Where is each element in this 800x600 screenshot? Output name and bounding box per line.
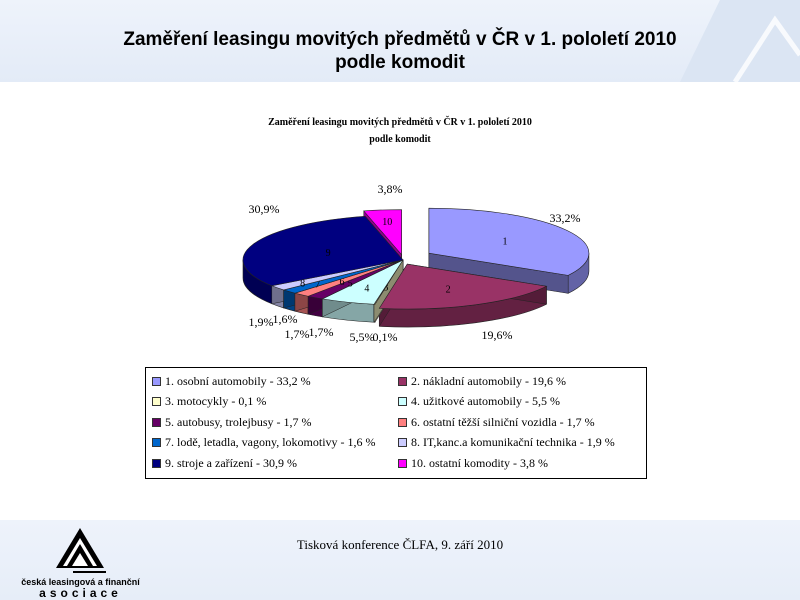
legend-label-3: 3. motocykly - 0,1 % [165, 394, 267, 408]
legend-item-6: 6. ostatní těžší silniční vozidla - 1,7 … [398, 413, 595, 431]
pie-value-label-9: 30,9% [249, 202, 280, 216]
slide-title-line2: podle komodit [335, 52, 465, 73]
pie-slice-number-3: 3 [383, 283, 388, 294]
pie-slice-1 [428, 207, 590, 276]
pie-slice-number-5: 5 [348, 279, 353, 290]
pie-value-label-5: 1,7% [309, 325, 334, 339]
legend-label-6: 6. ostatní těžší silniční vozidla - 1,7 … [411, 414, 595, 429]
pie-value-labels: 33,2%19,6%0,1%5,5%1,7%1,7%1,6%1,9%30,9%3… [249, 182, 581, 344]
pie-value-label-8: 1,9% [249, 315, 274, 329]
legend-label-1: 1. osobní automobily - 33,2 % [165, 373, 311, 388]
legend-swatch-8 [398, 438, 407, 447]
pie-slice-number-10: 10 [382, 217, 392, 228]
pie-value-label-6: 1,7% [285, 327, 310, 341]
chart-title-line1: Zaměření leasingu movitých předmětů v ČR… [268, 117, 532, 128]
pie-value-label-10: 3,8% [378, 182, 403, 196]
pie-value-label-2: 19,6% [482, 328, 513, 342]
pie-value-label-3: 0,1% [373, 330, 398, 344]
legend-item-1: 1. osobní automobily - 33,2 % [152, 372, 311, 390]
pie-slice-2 [378, 263, 548, 310]
pie-slice-number-4: 4 [364, 283, 369, 294]
pie-slice-number-7: 7 [315, 280, 320, 291]
slide-title: Zaměření leasingu movitých předmětů v ČR… [0, 28, 800, 74]
logo-text-line2: asociace [39, 586, 122, 600]
legend-swatch-3 [152, 397, 161, 406]
legend-item-4: 4. užitkové automobily - 5,5 % [398, 393, 560, 411]
footer-band [0, 520, 800, 600]
legend-swatch-7 [152, 438, 161, 447]
legend-item-9: 9. stroje a zařízení - 30,9 % [152, 454, 297, 472]
chart-title: Zaměření leasingu movitých předmětů v ČR… [0, 114, 800, 148]
legend-swatch-10 [398, 458, 407, 468]
legend-swatch-5 [152, 417, 161, 427]
legend-label-4: 4. užitkové automobily - 5,5 % [411, 394, 560, 408]
legend-swatch-4 [398, 397, 407, 406]
legend-label-5: 5. autobusy, trolejbusy - 1,7 % [165, 414, 312, 429]
chart-subtitle: podle komodit [369, 134, 431, 145]
chart-legend: 1. osobní automobily - 33,2 % 2. nákladní… [145, 367, 647, 479]
legend-swatch-6 [398, 417, 407, 427]
pie-slice-9 [242, 215, 404, 287]
legend-swatch-9 [152, 458, 161, 468]
pie-value-label-7: 1,6% [273, 312, 298, 326]
legend-label-9: 9. stroje a zařízení - 30,9 % [165, 455, 297, 470]
pie-slice-number-1: 1 [502, 237, 507, 248]
pie-value-label-1: 33,2% [550, 211, 581, 225]
header-band [0, 0, 800, 82]
pie-slice-number-6: 6 [340, 277, 345, 288]
legend-swatch-2 [398, 376, 407, 386]
legend-item-3: 3. motocykly - 0,1 % [152, 393, 266, 411]
legend-item-5: 5. autobusy, trolejbusy - 1,7 % [152, 413, 312, 431]
legend-label-2: 2. nákladní automobily - 19,6 % [411, 373, 566, 388]
pie-slice-10 [363, 209, 402, 256]
legend-item-2: 2. nákladní automobily - 19,6 % [398, 372, 566, 390]
asociace-logo-icon [56, 528, 106, 573]
slide-title-line1: Zaměření leasingu movitých předmětů v ČR… [123, 29, 677, 50]
pie-slice-number-2: 2 [446, 285, 451, 296]
legend-swatch-1 [152, 376, 161, 386]
pie-value-label-4: 5,5% [350, 330, 375, 344]
legend-label-8: 8. IT,kanc.a komunikační technika - 1,9 … [411, 435, 615, 449]
legend-item-8: 8. IT,kanc.a komunikační technika - 1,9 … [398, 434, 615, 452]
legend-item-10: 10. ostatní komodity - 3,8 % [398, 454, 548, 472]
legend-item-7: 7. lodě, letadla, vagony, lokomotivy - 1… [152, 434, 376, 452]
legend-label-7: 7. lodě, letadla, vagony, lokomotivy - 1… [165, 435, 376, 449]
legend-label-10: 10. ostatní komodity - 3,8 % [411, 455, 548, 470]
pie-tops: 1 2 3 456 78 9 10 [242, 207, 590, 310]
logo-text-line1: česká leasingová a finanční [21, 577, 140, 587]
header-decoration [680, 0, 800, 82]
pie-slice-number-9: 9 [326, 248, 331, 259]
pie-slice-number-8: 8 [300, 278, 305, 289]
footer-text: Tisková konference ČLFA, 9. září 2010 [296, 537, 504, 552]
